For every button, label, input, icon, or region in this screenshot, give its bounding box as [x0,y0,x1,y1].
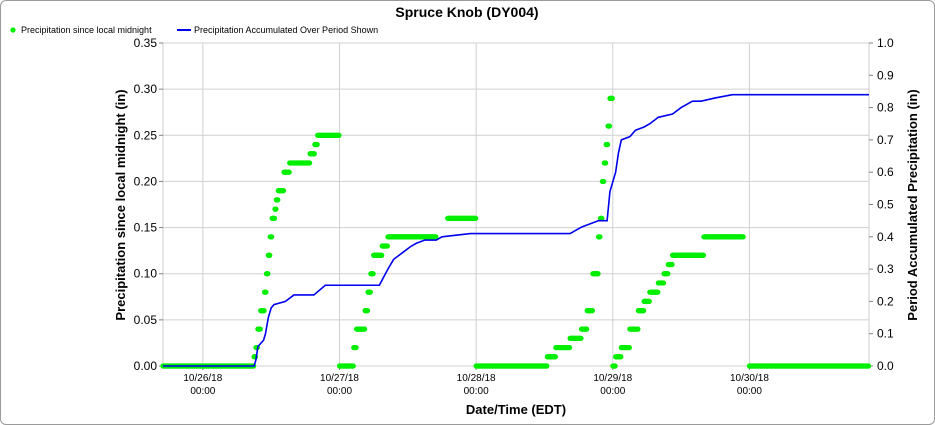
y-tick-label-right: 0.0 [877,359,894,373]
data-point [578,335,584,341]
data-point [740,234,746,240]
data-point [350,363,356,369]
y-axis-left-label: Precipitation since local midnight (in) [113,89,128,320]
data-point [626,344,633,351]
y-tick-label-left: 0.05 [134,313,158,327]
data-point [367,289,373,295]
y-tick-label-left: 0.20 [134,174,158,188]
x-axis-label: Date/Time (EDT) [466,402,566,417]
data-point [646,298,652,304]
x-tick-label-date: 10/26/18 [183,373,222,384]
x-tick-label-date: 10/30/18 [730,373,769,384]
chart-title: Spruce Knob (DY004) [395,4,538,20]
y-tick-label-left: 0.30 [134,82,158,96]
data-point [595,271,601,277]
data-point [660,280,667,286]
data-point [263,289,269,295]
y-tick-label-left: 0.15 [134,221,158,235]
data-point [384,243,391,249]
y-tick-label-right: 1.0 [877,36,894,50]
x-tick-label-time: 00:00 [737,386,762,397]
data-point [271,215,278,221]
data-point [601,178,607,185]
data-point [286,169,292,175]
y-tick-label-right: 0.3 [877,262,894,276]
y-tick-label-left: 0.10 [134,267,158,281]
data-point [362,326,368,332]
y-tick-label-right: 0.2 [877,294,894,308]
series-precip-since-midnight [160,95,872,369]
y-tick-label-right: 0.6 [877,165,894,179]
data-point [433,234,439,240]
data-point [307,160,313,166]
data-point [544,363,550,369]
data-point [473,215,479,221]
data-point [655,289,661,295]
data-point [606,123,613,129]
data-point [641,308,647,314]
data-point [567,344,573,351]
data-point [589,308,595,314]
data-point [635,326,641,332]
data-point [265,271,271,277]
data-point [336,132,342,138]
data-point [552,354,558,360]
data-point [604,141,611,148]
y-tick-label-right: 0.5 [877,198,894,212]
data-point [364,308,371,314]
gridlines [163,42,869,367]
y-axis-left-ticks: 0.00 0.05 0.10 0.15 0.20 0.25 0.30 0.35 [134,36,163,373]
x-tick-label-date: 10/27/18 [320,373,359,384]
y-tick-label-left: 0.25 [134,128,158,142]
y-tick-label-right: 0.8 [877,101,894,115]
data-point [609,95,615,101]
series-precip-accumulated-line [163,93,869,367]
data-point [314,141,320,148]
data-point [311,151,317,157]
data-point [280,188,287,194]
y-axis-right-ticks: 0.0 0.1 0.2 0.3 0.4 0.5 0.6 0.7 0.8 0.9 1.0 [869,36,894,373]
y-tick-label-right: 0.4 [877,230,894,244]
x-tick-label-time: 00:00 [600,386,625,397]
data-point [379,252,385,258]
x-tick-label-date: 10/28/18 [457,373,496,384]
legend-label-precip-midnight: Precipitation since local midnight [21,25,152,35]
y-tick-label-right: 0.7 [877,133,894,147]
y-tick-label-right: 0.9 [877,68,894,82]
data-point [257,326,263,332]
x-axis-ticks: 10/26/18 00:00 10/27/18 00:00 10/28/18 00:00 1… [183,366,769,397]
x-tick-label-time: 00:00 [190,386,215,397]
data-point [865,363,872,369]
data-point [353,344,359,351]
y-tick-label-left: 0.35 [134,36,158,50]
data-point [267,252,273,258]
data-point [597,234,603,240]
y-axis-right-label: Period Accumulated Precipitation (in) [905,89,920,320]
data-point [275,197,281,203]
data-point [618,354,624,360]
data-point [603,160,609,166]
data-point [700,252,707,258]
data-point [599,215,605,221]
y-tick-label-left: 0.00 [134,359,158,373]
legend-label-precip-accumulated: Precipitation Accumulated Over Period Sh… [194,25,378,35]
data-point [584,326,590,332]
x-tick-label-time: 00:00 [464,386,489,397]
data-point [669,261,675,268]
data-point [261,308,267,314]
data-point [370,271,376,277]
x-tick-label-date: 10/29/18 [593,373,632,384]
x-tick-label-time: 00:00 [327,386,352,397]
legend-marker-precip-midnight [10,27,16,33]
y-tick-label-right: 0.1 [877,327,894,341]
legend: Precipitation since local midnight Preci… [10,25,378,35]
data-point [269,234,275,240]
data-point [612,363,618,369]
data-point [665,271,671,277]
data-point [273,206,279,212]
